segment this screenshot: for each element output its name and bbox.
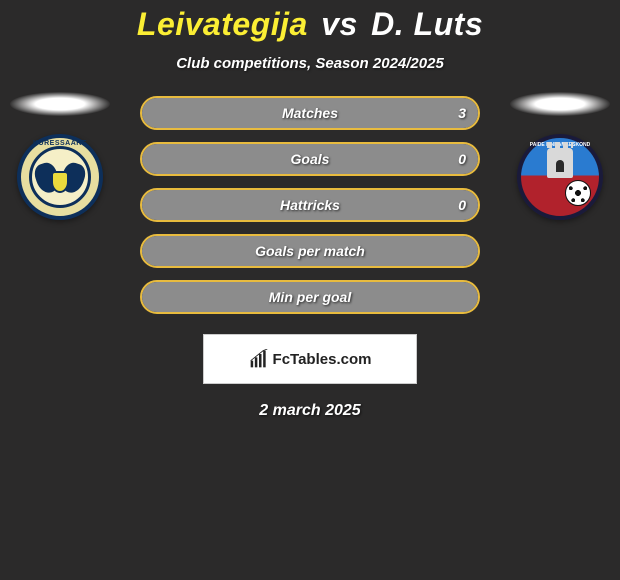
player2-column: PAIDE LINNAMEESKOND [510, 92, 610, 220]
comparison-card: Leivategija vs D. Luts Club competitions… [0, 0, 620, 420]
stat-label: Hattricks [280, 197, 340, 213]
stat-label: Goals per match [255, 243, 365, 259]
shield-icon [51, 171, 69, 193]
title-player1: Leivategija [137, 6, 308, 42]
castle-tower-icon [547, 148, 573, 178]
club-badge-right: PAIDE LINNAMEESKOND [517, 134, 603, 220]
page-title: Leivategija vs D. Luts [0, 6, 620, 43]
brand-watermark: FcTables.com [203, 334, 417, 384]
stat-row: Hattricks 0 [140, 188, 480, 222]
bar-chart-icon [249, 349, 269, 369]
stat-label: Goals [291, 151, 330, 167]
brand-text: FcTables.com [273, 351, 372, 368]
club-badge-left-inner [29, 146, 91, 208]
football-icon [565, 180, 591, 206]
stat-value-right: 0 [458, 197, 466, 213]
stat-row: Goals 0 [140, 142, 480, 176]
stat-row: Min per goal [140, 280, 480, 314]
stats-list: Matches 3 Goals 0 Hattricks 0 Goals per match M… [140, 96, 480, 314]
stat-label: Min per goal [269, 289, 351, 305]
stat-value-right: 3 [458, 105, 466, 121]
stat-row: Goals per match [140, 234, 480, 268]
player1-column: KURESSAARE [10, 92, 110, 220]
comparison-body: KURESSAARE PAIDE LINNAMEESKOND Matches 3 G… [0, 96, 620, 420]
player1-avatar-placeholder [10, 92, 110, 116]
player2-avatar-placeholder [510, 92, 610, 116]
stat-label: Matches [282, 105, 338, 121]
stat-row: Matches 3 [140, 96, 480, 130]
subtitle: Club competitions, Season 2024/2025 [0, 55, 620, 72]
title-player2: D. Luts [371, 6, 483, 42]
stat-value-right: 0 [458, 151, 466, 167]
club-badge-left: KURESSAARE [17, 134, 103, 220]
footer-date: 2 march 2025 [0, 402, 620, 420]
title-vs: vs [321, 6, 358, 42]
